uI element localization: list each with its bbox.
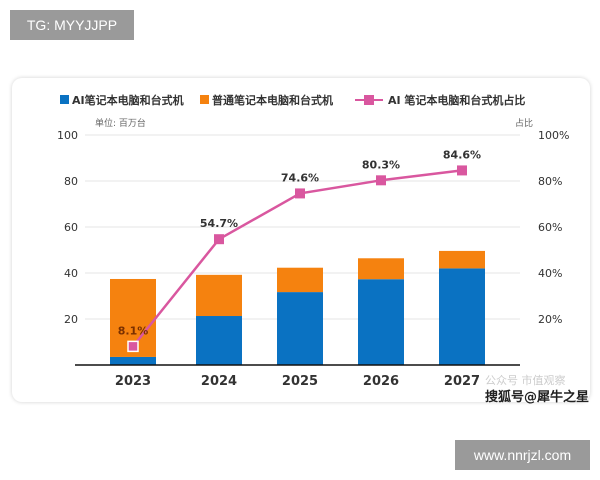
y-tick-label: 20 <box>64 313 78 326</box>
y-axis-label: 单位: 百万台 <box>95 117 146 129</box>
bar-2023 <box>110 356 156 365</box>
y-tick-label: 40 <box>64 267 78 280</box>
y2-tick-label: 20% <box>538 313 562 326</box>
bar-2026 <box>358 279 404 365</box>
site-label: www.nnrjzl.com <box>455 440 590 470</box>
y2-tick-label: 60% <box>538 221 562 234</box>
share-marker <box>127 340 139 353</box>
share-data-label: 80.3% <box>362 158 400 171</box>
share-data-label: 74.6% <box>281 171 319 184</box>
share-marker <box>376 175 386 186</box>
x-tick-label: 2026 <box>363 374 399 389</box>
y-tick-label: 80 <box>64 175 78 188</box>
legend-label: 普通笔记本电脑和台式机 <box>212 93 333 107</box>
x-tick-label: 2023 <box>115 374 151 389</box>
watermark-secondary: 公众号 市值观察 <box>485 374 566 387</box>
share-marker <box>295 188 305 199</box>
bar-2025 <box>277 267 323 293</box>
bar-2025 <box>277 292 323 365</box>
legend-swatch <box>60 95 69 104</box>
share-data-label: 84.6% <box>443 148 481 161</box>
x-tick-label: 2027 <box>444 374 480 389</box>
share-data-label: 54.7% <box>200 217 238 230</box>
tg-label: TG: MYYJJPP <box>10 10 134 40</box>
y2-axis-label: 占比 <box>515 117 533 129</box>
legend-swatch <box>200 95 209 104</box>
bar-2024 <box>196 316 242 365</box>
share-marker <box>214 234 224 245</box>
legend-label: AI笔记本电脑和台式机 <box>72 93 184 107</box>
x-tick-label: 2024 <box>201 374 237 389</box>
bar-2027 <box>439 268 485 365</box>
bar-2027 <box>439 250 485 269</box>
bar-2026 <box>358 258 404 280</box>
y2-tick-label: 40% <box>538 267 562 280</box>
bar-2024 <box>196 274 242 317</box>
share-data-label: 8.1% <box>118 324 149 337</box>
y2-tick-label: 100% <box>538 129 569 142</box>
y-tick-label: 100 <box>57 129 78 142</box>
legend-label: AI 笔记本电脑和台式机占比 <box>388 93 525 107</box>
y-tick-label: 60 <box>64 221 78 234</box>
y2-tick-label: 80% <box>538 175 562 188</box>
legend-marker <box>364 95 374 105</box>
share-marker <box>457 165 467 176</box>
watermark: 搜狐号@犀牛之星 <box>485 390 590 405</box>
x-tick-label: 2025 <box>282 374 318 389</box>
